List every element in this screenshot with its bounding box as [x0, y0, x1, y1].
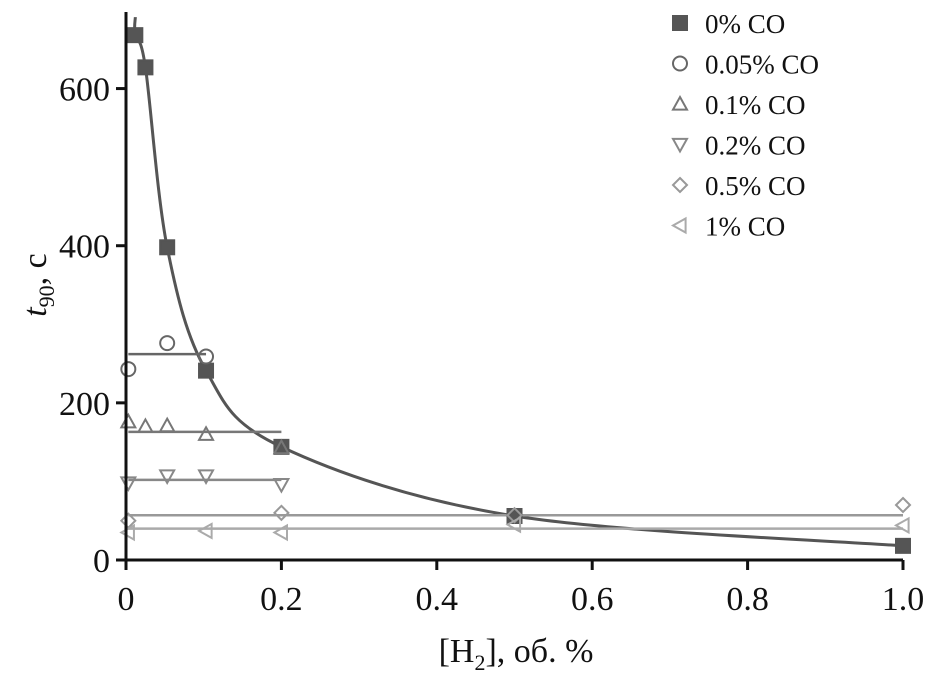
x-tick-label: 0.8	[726, 581, 769, 618]
legend-entry: 0% CO	[672, 9, 785, 39]
y-axis-title: t90, с	[17, 253, 59, 317]
y-ticks: 0 200 400 600	[59, 72, 126, 580]
legend-entry: 1% CO	[670, 212, 785, 242]
data-point-series-2	[272, 438, 291, 455]
data-point-series-5	[893, 516, 910, 535]
data-point-series-1	[120, 361, 137, 378]
data-point-series-0	[198, 362, 215, 379]
x-tick-label: 0.2	[260, 581, 303, 618]
data-point-series-0	[127, 27, 144, 44]
x-tick-label: 0	[118, 581, 135, 618]
data-point-series-0	[159, 239, 176, 256]
legend-label: 0.1% CO	[705, 90, 806, 120]
data-point-series-2	[197, 425, 215, 441]
legend-marker	[671, 137, 689, 154]
legend-entry: 0.5% CO	[671, 171, 806, 201]
y-tick-label: 0	[93, 543, 110, 580]
x-tick-label: 1.0	[882, 581, 925, 618]
legend-entry: 0.1% CO	[671, 90, 806, 120]
legend-marker	[672, 55, 688, 72]
data-point-series-4	[894, 496, 912, 514]
data-points	[119, 27, 912, 554]
x-tick-label: 0.6	[571, 581, 614, 618]
data-point-series-2	[119, 412, 138, 429]
x-axis-title: [H2], об. %	[439, 633, 594, 675]
x-ticks: 0 0.2 0.4 0.6 0.8 1.0	[118, 560, 925, 618]
y-axis-title-sub: 90	[34, 285, 59, 307]
legend-label: 0.2% CO	[705, 131, 806, 161]
x-tick-label: 0.4	[416, 581, 459, 618]
data-point-series-0	[137, 59, 154, 76]
x-axis-title-main: [H	[439, 633, 475, 670]
y-axis-title-tail: , с	[17, 253, 54, 285]
legend: 0% CO 0.05% CO 0.1% CO 0.2% CO 0.5% CO 1% CO	[670, 9, 819, 242]
legend-marker	[672, 15, 688, 31]
data-point-series-2	[136, 417, 155, 434]
data-point-series-0	[895, 537, 911, 554]
data-point-series-5	[119, 523, 135, 542]
legend-label: 0.5% CO	[705, 171, 806, 201]
y-tick-label: 600	[59, 72, 110, 109]
data-point-series-1	[198, 348, 215, 365]
data-point-series-5	[272, 523, 288, 542]
y-axis-title-main: t	[17, 306, 54, 317]
y-tick-label: 400	[59, 229, 110, 266]
legend-marker	[670, 216, 687, 235]
legend-entry: 0.2% CO	[671, 131, 806, 161]
legend-entry: 0.05% CO	[672, 50, 819, 80]
data-point-series-2	[158, 416, 176, 433]
data-point-series-4	[506, 506, 523, 524]
data-point-series-3	[158, 469, 176, 485]
legend-label: 0% CO	[705, 9, 785, 39]
legend-label: 0.05% CO	[705, 50, 819, 80]
legend-marker	[671, 176, 689, 194]
y-tick-label: 200	[59, 386, 110, 423]
legend-label: 1% CO	[705, 212, 785, 242]
data-point-series-3	[272, 477, 291, 494]
data-point-series-5	[505, 515, 522, 534]
data-point-series-3	[197, 469, 215, 485]
data-point-series-4	[272, 504, 290, 522]
x-axis-title-sub: 2	[474, 650, 485, 675]
x-axis-title-tail: ], об. %	[485, 633, 593, 670]
data-point-series-5	[196, 522, 213, 540]
data-point-series-1	[159, 335, 176, 352]
legend-marker	[671, 94, 689, 111]
